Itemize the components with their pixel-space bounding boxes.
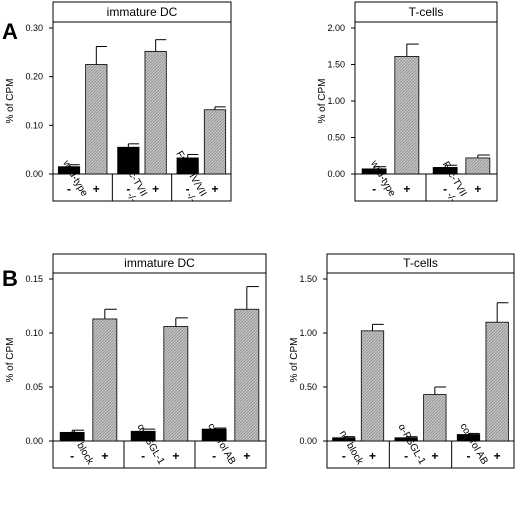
y-tick-label: 1.50 <box>327 60 345 70</box>
treatment-sign-label: - <box>186 182 190 196</box>
bar-plus <box>485 321 509 442</box>
category-label: Fuc-TIV/VII-/- <box>163 149 208 204</box>
y-tick-label: 0.00 <box>299 436 317 446</box>
y-tick-label: 0.00 <box>25 169 43 179</box>
treatment-sign-label: + <box>494 449 501 463</box>
y-tick-label: 0.05 <box>25 382 43 392</box>
category-label-line: α-PSGL-1 <box>396 422 428 467</box>
y-tick-label: 0.00 <box>327 169 345 179</box>
panel-label-a: A <box>2 19 18 44</box>
y-axis-label: % of CPM <box>317 78 328 123</box>
treatment-sign-label: + <box>93 182 100 196</box>
treatment-sign-label: - <box>126 182 130 196</box>
y-tick-label: 0.50 <box>299 382 317 392</box>
bar-plus <box>85 64 108 175</box>
treatment-sign-label: - <box>70 449 74 463</box>
bar-plus <box>144 50 167 175</box>
treatment-sign-label: - <box>141 449 145 463</box>
category-label: control AB <box>457 422 489 467</box>
treatment-sign-label: + <box>152 182 159 196</box>
bar-plus <box>234 308 260 442</box>
bar-plus <box>394 56 420 175</box>
bar-plus <box>360 330 385 442</box>
plot-frame <box>326 253 515 469</box>
bar-plus <box>163 326 189 442</box>
y-tick-label: 0.00 <box>25 436 43 446</box>
bar-plus <box>465 157 491 175</box>
y-tick-label: 0.30 <box>25 23 43 33</box>
bar-plus <box>423 394 447 442</box>
y-tick-label: 0.15 <box>25 274 43 284</box>
panel-label-b: B <box>2 266 18 291</box>
y-tick-label: 0.50 <box>327 133 345 143</box>
y-axis-label: % of CPM <box>5 337 16 382</box>
treatment-sign-label: - <box>443 182 447 196</box>
y-tick-label: 2.00 <box>327 23 345 33</box>
bar-plus <box>203 109 227 175</box>
treatment-sign-label: + <box>431 449 438 463</box>
treatment-sign-label: - <box>372 182 376 196</box>
treatment-sign-label: + <box>243 449 250 463</box>
treatment-sign-label: + <box>101 449 108 463</box>
treatment-sign-label: - <box>212 449 216 463</box>
y-tick-label: 1.50 <box>299 274 317 284</box>
plot-frame <box>52 253 267 469</box>
plot-frame <box>52 1 232 202</box>
y-axis-label: % of CPM <box>5 78 16 123</box>
chart-panel-1: immature DC0.000.100.200.30% of CPM- +wil… <box>5 1 232 205</box>
y-tick-label: 1.00 <box>299 328 317 338</box>
treatment-sign-label: - <box>67 182 71 196</box>
bar-plus <box>92 318 118 442</box>
treatment-sign-label: - <box>466 449 470 463</box>
y-tick-label: 1.00 <box>327 96 345 106</box>
treatment-sign-label: - <box>342 449 346 463</box>
category-label: Fuc-TVII-/- <box>429 160 468 205</box>
chart-title: immature DC <box>107 5 178 19</box>
chart-title: immature DC <box>124 256 195 270</box>
y-tick-label: 0.10 <box>25 328 43 338</box>
y-tick-label: 0.10 <box>25 120 43 130</box>
y-tick-label: 0.20 <box>25 72 43 82</box>
treatment-sign-label: + <box>369 449 376 463</box>
treatment-sign-label: + <box>172 449 179 463</box>
y-axis-label: % of CPM <box>289 337 300 382</box>
chart-panel-3: immature DC0.000.050.100.15% of CPM- +no … <box>5 253 267 469</box>
category-label-line: control AB <box>457 422 489 467</box>
treatment-sign-label: + <box>211 182 218 196</box>
category-label: α-PSGL-1 <box>396 422 428 467</box>
chart-title: T-cells <box>403 256 438 270</box>
treatment-sign-label: + <box>403 182 410 196</box>
treatment-sign-label: - <box>404 449 408 463</box>
chart-title: T-cells <box>409 5 444 19</box>
treatment-sign-label: + <box>474 182 481 196</box>
